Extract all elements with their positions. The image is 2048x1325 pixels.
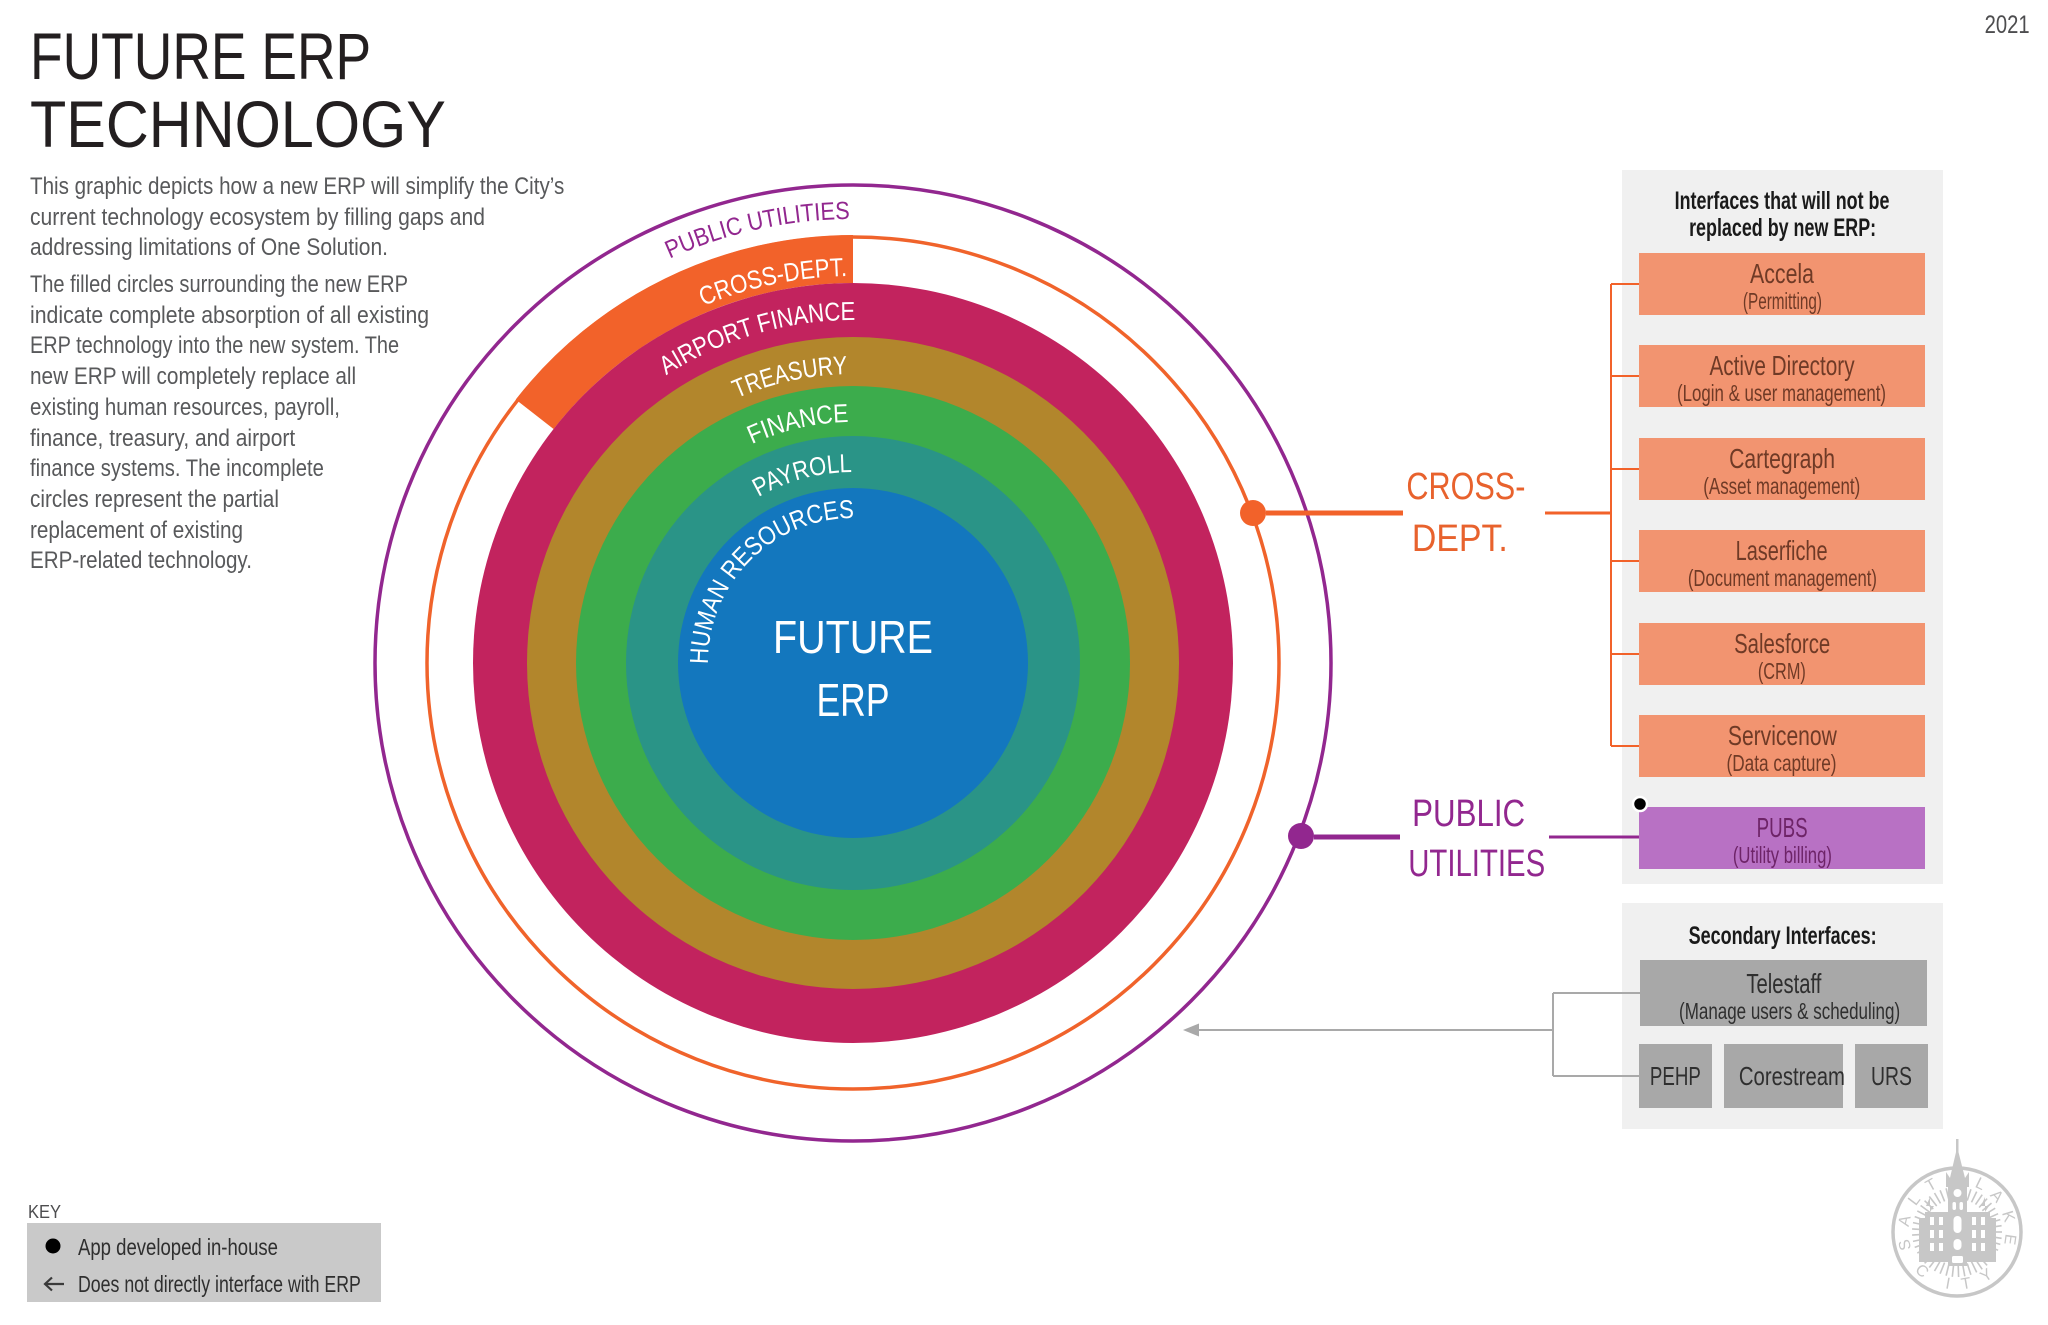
svg-text:E: E xyxy=(2000,1233,2018,1246)
svg-text:I: I xyxy=(1944,1275,1951,1293)
svg-text:T: T xyxy=(1923,1176,1940,1196)
svg-text:T: T xyxy=(1960,1275,1973,1293)
svg-text:S: S xyxy=(1896,1238,1915,1252)
svg-text:A: A xyxy=(1896,1214,1915,1228)
svg-text:FUTURE: FUTURE xyxy=(773,611,933,663)
svg-text:K: K xyxy=(1998,1209,2017,1224)
svg-text:L: L xyxy=(1972,1175,1988,1194)
svg-text:ERP: ERP xyxy=(817,674,890,726)
